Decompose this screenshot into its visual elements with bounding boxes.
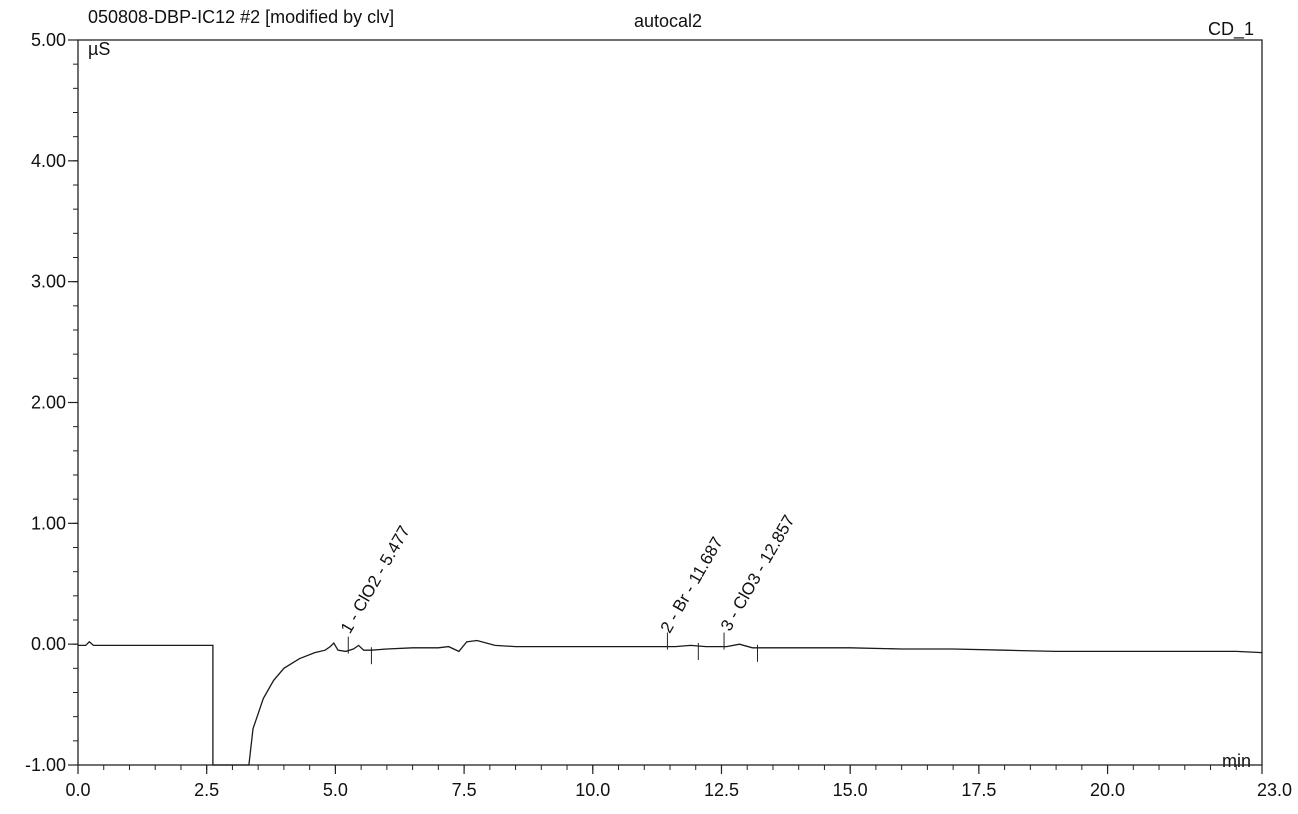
chart-ticks: -1.00 0.00 1.00 2.00 3.00 4.00 5.00 0.0 2.5 5.0 7.… <box>25 30 1292 800</box>
x-tick-label: 15.0 <box>833 780 868 800</box>
x-tick-label: 0.0 <box>65 780 90 800</box>
x-tick-label: 17.5 <box>961 780 996 800</box>
y-tick-label: 0.00 <box>31 634 66 654</box>
x-tick-label: 20.0 <box>1090 780 1125 800</box>
x-tick-label: 12.5 <box>704 780 739 800</box>
y-tick-label: -1.00 <box>25 755 66 775</box>
peak-label: 1 - ClO2 - 5.477 <box>337 522 414 636</box>
x-tick-label: 2.5 <box>194 780 219 800</box>
peak-label: 2 - Br - 11.687 <box>657 534 727 637</box>
plot-frame <box>77 39 1263 766</box>
y-tick-label: 4.00 <box>31 151 66 171</box>
y-axis-unit: µS <box>88 39 111 59</box>
y-tick-label: 5.00 <box>31 30 66 50</box>
header-sample-name: 050808-DBP-IC12 #2 [modified by clv] <box>88 7 395 27</box>
x-tick-label: 5.0 <box>323 780 348 800</box>
chart-series <box>78 639 1263 766</box>
x-tick-label: 7.5 <box>452 780 477 800</box>
x-tick-label: 10.0 <box>575 780 610 800</box>
y-tick-label: 2.00 <box>31 393 66 413</box>
x-tick-label: 23.0 <box>1257 780 1292 800</box>
chart-axes <box>77 39 1263 766</box>
conductivity-trace <box>78 639 1263 766</box>
header-method-name: autocal2 <box>634 11 703 31</box>
peak-label: 3 - ClO3 - 12.857 <box>717 512 799 634</box>
header-channel-name: CD_1 <box>1208 19 1255 39</box>
y-tick-label: 1.00 <box>31 513 66 533</box>
y-tick-label: 3.00 <box>31 272 66 292</box>
